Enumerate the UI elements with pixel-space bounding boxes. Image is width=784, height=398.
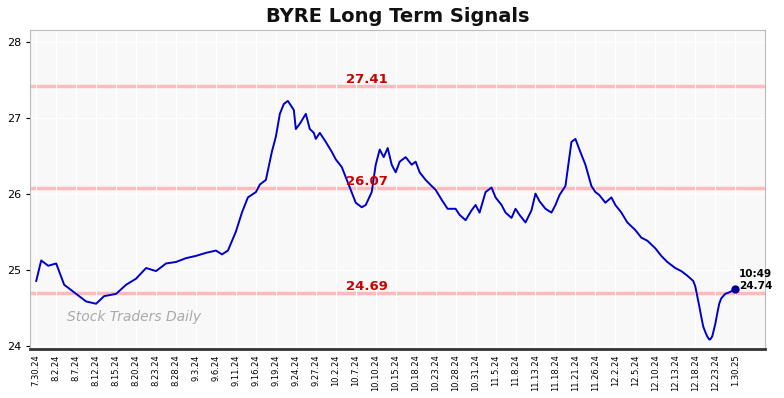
Text: 26.07: 26.07	[347, 175, 388, 188]
Text: 10:49
24.74: 10:49 24.74	[739, 269, 772, 291]
Text: Stock Traders Daily: Stock Traders Daily	[67, 310, 201, 324]
Text: 27.41: 27.41	[347, 74, 388, 86]
Title: BYRE Long Term Signals: BYRE Long Term Signals	[266, 7, 529, 26]
Text: 24.69: 24.69	[347, 280, 388, 293]
